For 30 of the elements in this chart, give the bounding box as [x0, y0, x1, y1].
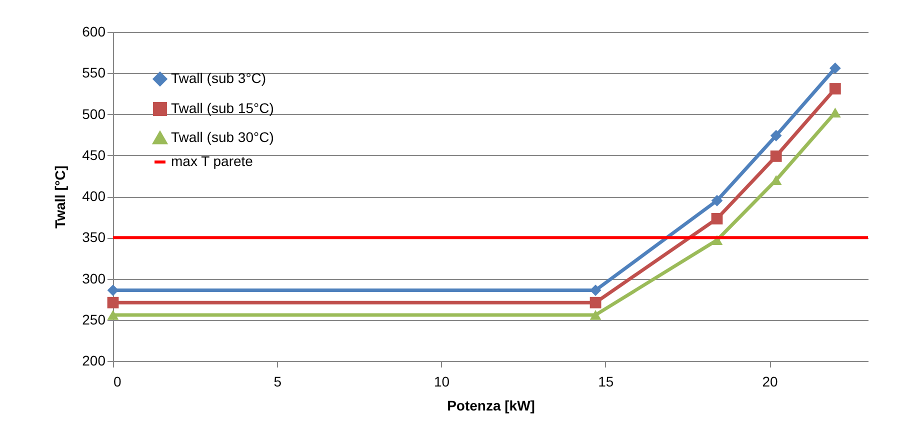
- y-tick-label: 500: [82, 106, 106, 122]
- y-tick-label: 350: [82, 229, 106, 246]
- point: [107, 296, 119, 308]
- y-tick-label: 550: [82, 64, 106, 81]
- x-tick-label: 0: [114, 374, 122, 390]
- point: [770, 130, 782, 142]
- point: [590, 310, 602, 320]
- y-tick-label: 250: [82, 311, 106, 328]
- y-tick-label: 200: [82, 352, 106, 368]
- legend-label: max T parete: [171, 153, 254, 169]
- point: [590, 296, 602, 308]
- point: [711, 213, 723, 224]
- x-axis-title: Potenza [kW]: [447, 398, 535, 414]
- legend-label: Twall (sub 30°C): [171, 129, 274, 145]
- y-tick-label: 300: [82, 270, 106, 286]
- point: [711, 194, 723, 206]
- y-tick-label: 450: [82, 146, 106, 163]
- y-axis-title: Twall [°C]: [52, 166, 68, 228]
- point: [829, 108, 841, 118]
- x-tick-label: 10: [434, 374, 450, 390]
- point: [770, 150, 782, 162]
- x-tick-label: 5: [274, 374, 282, 390]
- x-tick-label: 20: [762, 374, 778, 390]
- point: [829, 62, 841, 74]
- x-tick-label: 15: [598, 374, 614, 390]
- point: [829, 83, 841, 94]
- legend-label: Twall (sub 3°C): [171, 70, 266, 86]
- y-tick-label: 400: [82, 188, 106, 204]
- y-tick-label: 600: [82, 24, 106, 40]
- legend-label: Twall (sub 15°C): [171, 100, 274, 116]
